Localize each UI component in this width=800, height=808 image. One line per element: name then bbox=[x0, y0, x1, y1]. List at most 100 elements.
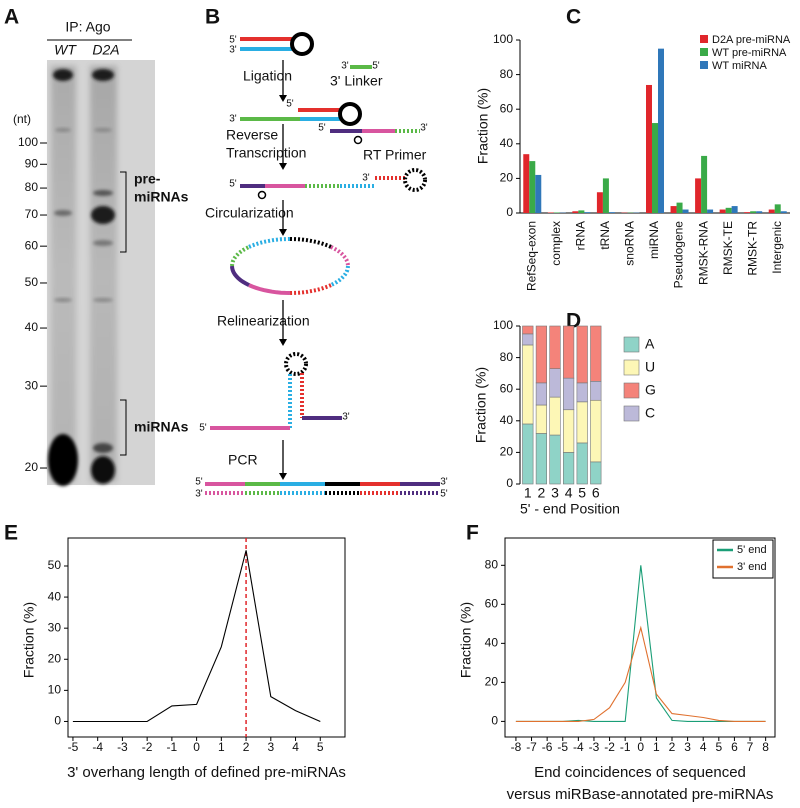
loop bbox=[338, 102, 362, 126]
end-label: 3' bbox=[229, 45, 237, 56]
gel-band bbox=[54, 210, 72, 216]
x-tick-label: -5 bbox=[68, 740, 79, 754]
bar-segment bbox=[522, 344, 534, 425]
bar-segment bbox=[562, 377, 575, 411]
legend-label: A bbox=[645, 336, 655, 352]
y-tick-label: 0 bbox=[506, 476, 513, 490]
y-tick-label: 20 bbox=[485, 675, 499, 689]
gel-band bbox=[93, 190, 113, 196]
gel-band bbox=[94, 128, 112, 132]
strand bbox=[230, 245, 250, 267]
x-tick-label: snoRNA bbox=[623, 221, 637, 266]
strand bbox=[289, 283, 332, 295]
bar-segment bbox=[535, 433, 547, 485]
x-tick-label: -4 bbox=[92, 740, 103, 754]
gel-band bbox=[91, 456, 115, 484]
end-label: 5' bbox=[318, 123, 326, 134]
gel-lane bbox=[90, 66, 117, 482]
gel-title: IP: Ago bbox=[65, 19, 110, 35]
bar bbox=[695, 178, 702, 213]
lane-label: D2A bbox=[92, 42, 119, 58]
bracket bbox=[120, 399, 127, 456]
bar bbox=[523, 154, 530, 213]
size-marker-label: 30 bbox=[25, 378, 39, 392]
y-axis-label: Fraction (%) bbox=[458, 602, 474, 678]
gel-band bbox=[93, 443, 113, 453]
bar-segment bbox=[562, 325, 575, 379]
x-tick-label: 0 bbox=[193, 740, 200, 754]
bracket-label: pre- bbox=[134, 171, 161, 187]
legend-label: 5' end bbox=[737, 544, 767, 556]
legend-box bbox=[712, 539, 774, 579]
x-tick-label: 3 bbox=[267, 740, 274, 754]
bar-segment bbox=[522, 423, 534, 485]
end-label: 3' bbox=[341, 61, 349, 72]
bar bbox=[780, 211, 787, 213]
x-tick-label: 2 bbox=[538, 485, 546, 501]
panel-label: F bbox=[466, 522, 479, 545]
x-tick-label: 5 bbox=[715, 740, 722, 754]
legend-swatch bbox=[623, 359, 640, 376]
bar-segment bbox=[562, 409, 575, 453]
unit-label: (nt) bbox=[13, 112, 31, 126]
end-label: 5' bbox=[195, 477, 203, 488]
arrow-head bbox=[279, 473, 287, 480]
bar-segment bbox=[576, 382, 588, 403]
arrow-head bbox=[279, 229, 287, 236]
x-tick-label: 3 bbox=[551, 485, 559, 501]
x-tick-label: -8 bbox=[511, 740, 522, 754]
y-tick-label: 0 bbox=[54, 714, 61, 728]
bar-segment bbox=[549, 434, 561, 485]
strand bbox=[248, 283, 291, 295]
x-axis-label: versus miRBase-annotated pre-miRNAs bbox=[507, 786, 774, 803]
x-tick-label: 1 bbox=[653, 740, 660, 754]
loop bbox=[290, 32, 314, 56]
y-tick-label: 80 bbox=[500, 350, 514, 364]
legend-swatch bbox=[623, 405, 640, 422]
gel-band bbox=[54, 298, 72, 302]
size-marker-label: 50 bbox=[25, 275, 39, 289]
x-tick-label: miRNA bbox=[647, 221, 661, 259]
size-marker-label: 60 bbox=[25, 238, 39, 252]
bar-segment bbox=[576, 442, 588, 485]
x-tick-label: Intergenic bbox=[770, 221, 784, 274]
legend-swatch bbox=[623, 336, 640, 353]
gel-band bbox=[93, 298, 113, 302]
end-label: 3' bbox=[229, 114, 237, 125]
step-label: RT Primer bbox=[363, 147, 427, 163]
end-label: 5' bbox=[229, 35, 237, 46]
y-tick-label: 20 bbox=[48, 651, 62, 665]
y-tick-label: 60 bbox=[500, 381, 514, 395]
bar bbox=[744, 212, 751, 213]
y-tick-label: 100 bbox=[493, 318, 513, 332]
bar-segment bbox=[590, 399, 602, 463]
end-label: 3' bbox=[440, 477, 448, 488]
y-tick-label: 60 bbox=[485, 597, 499, 611]
plot-frame bbox=[67, 537, 346, 738]
bar bbox=[602, 178, 609, 213]
legend-label: 3' end bbox=[737, 561, 767, 573]
end-label: 5' bbox=[286, 99, 294, 110]
strand bbox=[248, 237, 291, 249]
bar-segment bbox=[576, 401, 588, 444]
legend-label: U bbox=[645, 359, 655, 375]
gel-lane bbox=[51, 66, 76, 482]
legend-swatch bbox=[700, 48, 708, 56]
plot-frame bbox=[504, 537, 776, 738]
bar bbox=[725, 207, 732, 213]
y-tick-label: 0 bbox=[506, 205, 513, 219]
step-label: Relinearization bbox=[217, 313, 310, 329]
bar bbox=[707, 209, 714, 213]
bar-segment bbox=[535, 404, 547, 434]
x-tick-label: RMSK-TR bbox=[745, 221, 759, 276]
x-tick-label: complex bbox=[549, 221, 563, 266]
panel-label: A bbox=[4, 6, 19, 29]
x-axis-label: 3' overhang length of defined pre-miRNAs bbox=[67, 764, 346, 781]
x-tick-label: -1 bbox=[620, 740, 631, 754]
legend-swatch bbox=[700, 35, 708, 43]
gel-band bbox=[48, 434, 78, 486]
y-tick-label: 40 bbox=[500, 136, 514, 150]
y-axis-label: Fraction (%) bbox=[21, 602, 37, 678]
